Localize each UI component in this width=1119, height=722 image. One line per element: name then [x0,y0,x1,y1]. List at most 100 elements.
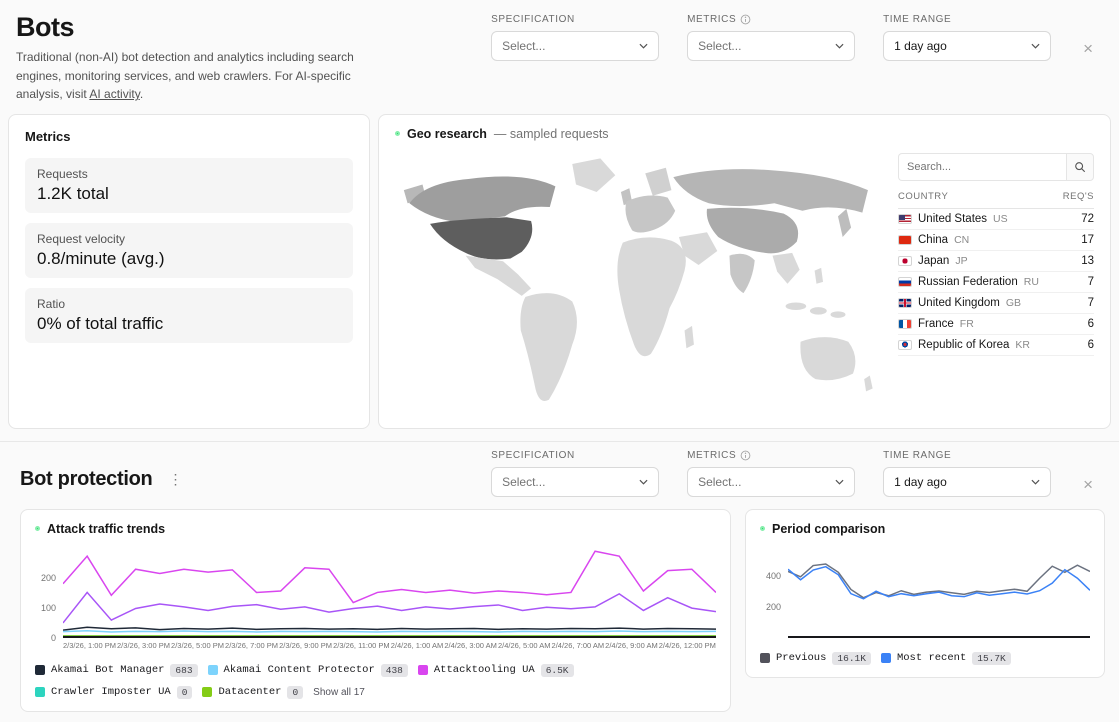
x-tick-label: 2/3/26, 5:00 PM [171,640,224,650]
specification-label: SPECIFICATION [491,449,575,461]
legend-label: Previous [776,652,827,665]
period-comparison-panel: Period comparison 200 400 Previous 16.1K Mo… [745,508,1105,678]
legend-item[interactable]: Attacktooling UA 6.5K [417,663,574,677]
table-row[interactable]: United Kingdom GB 7 [898,293,1094,314]
show-all-link[interactable]: Show all 17 [313,686,365,698]
country-name: Russian Federation [918,275,1018,288]
time-range-value: 1 day ago [894,39,947,53]
y-tick-label: 200 [40,573,56,584]
legend-count-badge: 16.1K [832,651,871,665]
time-range-select[interactable]: 1 day ago [883,466,1052,497]
chart-line-Akamai Bot Manager [63,627,716,630]
metric-label: Requests [37,166,88,181]
status-dot-icon [35,526,40,532]
period-chart-plot[interactable] [788,546,1090,638]
specification-select[interactable]: Select... [491,31,660,61]
bot-protection-filter-bar: SPECIFICATION Select... METRICS Select..… [491,448,1097,497]
x-tick-label: 2/3/26, 7:00 PM [225,640,278,650]
x-tick-label: 2/3/26, 9:00 PM [279,640,333,650]
legend-count-badge: 15.7K [972,651,1011,665]
time-range-filter: TIME RANGE 1 day ago [883,450,1052,497]
time-range-filter: TIME RANGE 1 day ago [883,14,1052,61]
y-tick-label: 0 [50,632,56,643]
bot-protection-title: Bot protection [20,467,153,490]
table-row[interactable]: Russian Federation RU 7 [898,272,1094,293]
table-row[interactable]: China CN 17 [898,230,1094,251]
legend-item[interactable]: Most recent 15.7K [880,651,1011,665]
page-header-left: Bots Traditional (non-AI) bot detection … [16,12,374,104]
country-code: FR [959,317,974,330]
page-header: Bots Traditional (non-AI) bot detection … [0,0,1119,114]
attack-chart-header: Attack traffic trends [35,522,716,536]
country-flag-icon [898,213,912,224]
metrics-value: Select... [698,474,742,489]
country-code: RU [1023,275,1039,288]
kebab-menu-icon[interactable]: ⋮ [168,470,184,487]
status-dot-icon [395,131,400,137]
close-icon[interactable]: × [1083,474,1093,494]
attack-chart-legend: Akamai Bot Manager 683 Akamai Content Prot… [35,663,716,699]
chart-line-series [63,592,716,623]
search-input[interactable] [898,152,1066,181]
time-range-select[interactable]: 1 day ago [883,31,1052,61]
geo-content: COUNTRY REQ'S United States US 72 China CN 17… [395,145,1094,416]
country-name: Republic of Korea [918,338,1010,351]
metrics-select[interactable]: Select... [687,31,856,61]
geo-search [898,152,1094,181]
table-row[interactable]: Japan JP 13 [898,251,1094,272]
metrics-label: METRICS [687,14,855,25]
chart-line-Akamai Content Protector [63,631,716,632]
x-tick-label: 2/3/26, 1:00 PM [63,640,116,650]
metrics-select[interactable]: Select... [687,466,856,497]
table-row[interactable]: France FR 6 [898,314,1094,335]
request-velocity-metric: Request velocity 0.8/minute (avg.) [25,222,353,278]
attack-chart-plot[interactable] [63,546,716,638]
geo-research-panel: Geo research — sampled requests [378,113,1111,429]
country-name: United States [918,212,988,225]
ai-activity-link[interactable]: AI activity [89,87,140,102]
request-count: 6 [1087,317,1094,330]
table-row[interactable]: United States US 72 [898,209,1094,230]
country-flag-icon [898,276,912,287]
page-description: Traditional (non-AI) bot detection and a… [16,48,374,104]
country-code: JP [955,254,968,267]
chevron-down-icon [639,479,648,485]
country-flag-icon [898,297,912,308]
search-button[interactable] [1066,152,1094,181]
legend-label: Most recent [896,652,967,665]
chevron-down-icon [1031,479,1040,485]
legend-swatch-icon [35,665,45,676]
legend-item[interactable]: Crawler Imposter UA 0 [35,685,193,699]
attack-traffic-trends-panel: Attack traffic trends 0 100 200 2/3/26, 1:… [20,508,731,712]
geo-table-header: COUNTRY REQ'S [898,187,1094,209]
metric-label: Ratio [37,296,66,311]
legend-item[interactable]: Akamai Bot Manager 683 [35,663,198,677]
charts-row: Attack traffic trends 0 100 200 2/3/26, 1:… [0,497,1119,712]
specification-value: Select... [502,474,546,489]
legend-count-badge: 438 [380,663,408,677]
legend-swatch-icon [880,653,891,664]
legend-swatch-icon [207,665,218,676]
table-row[interactable]: Republic of Korea KR 6 [898,335,1094,356]
specification-value: Select... [502,39,546,53]
country-code: US [993,212,1008,225]
time-range-value: 1 day ago [894,474,947,489]
chart-line-Previous [788,564,1090,598]
x-tick-label: 2/4/26, 9:00 AM [605,640,658,650]
world-map-svg [403,158,873,402]
x-tick-label: 2/4/26, 12:00 PM [658,640,716,650]
legend-item[interactable]: Previous 16.1K [760,651,871,665]
request-count: 7 [1087,275,1094,288]
country-name: Japan [918,254,950,267]
legend-item[interactable]: Datacenter 0 [202,685,304,699]
world-map[interactable] [395,145,888,416]
country-flag-icon [898,234,912,245]
legend-count-badge: 6.5K [540,663,574,677]
geo-panel-subtitle: — sampled requests [493,126,609,141]
geo-panel-header: Geo research — sampled requests [395,127,1094,141]
close-icon[interactable]: × [1083,39,1093,58]
line-chart-svg [63,546,716,636]
specification-select[interactable]: Select... [491,466,660,497]
legend-item[interactable]: Akamai Content Protector 438 [207,663,408,677]
